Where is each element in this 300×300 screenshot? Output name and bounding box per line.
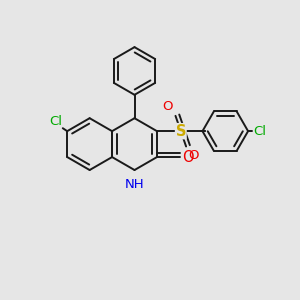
Text: O: O [163, 100, 173, 113]
Text: Cl: Cl [49, 115, 62, 128]
Text: O: O [188, 149, 199, 162]
Text: Cl: Cl [254, 125, 266, 138]
Text: O: O [182, 150, 194, 165]
Text: NH: NH [125, 178, 144, 191]
Text: S: S [176, 124, 186, 139]
